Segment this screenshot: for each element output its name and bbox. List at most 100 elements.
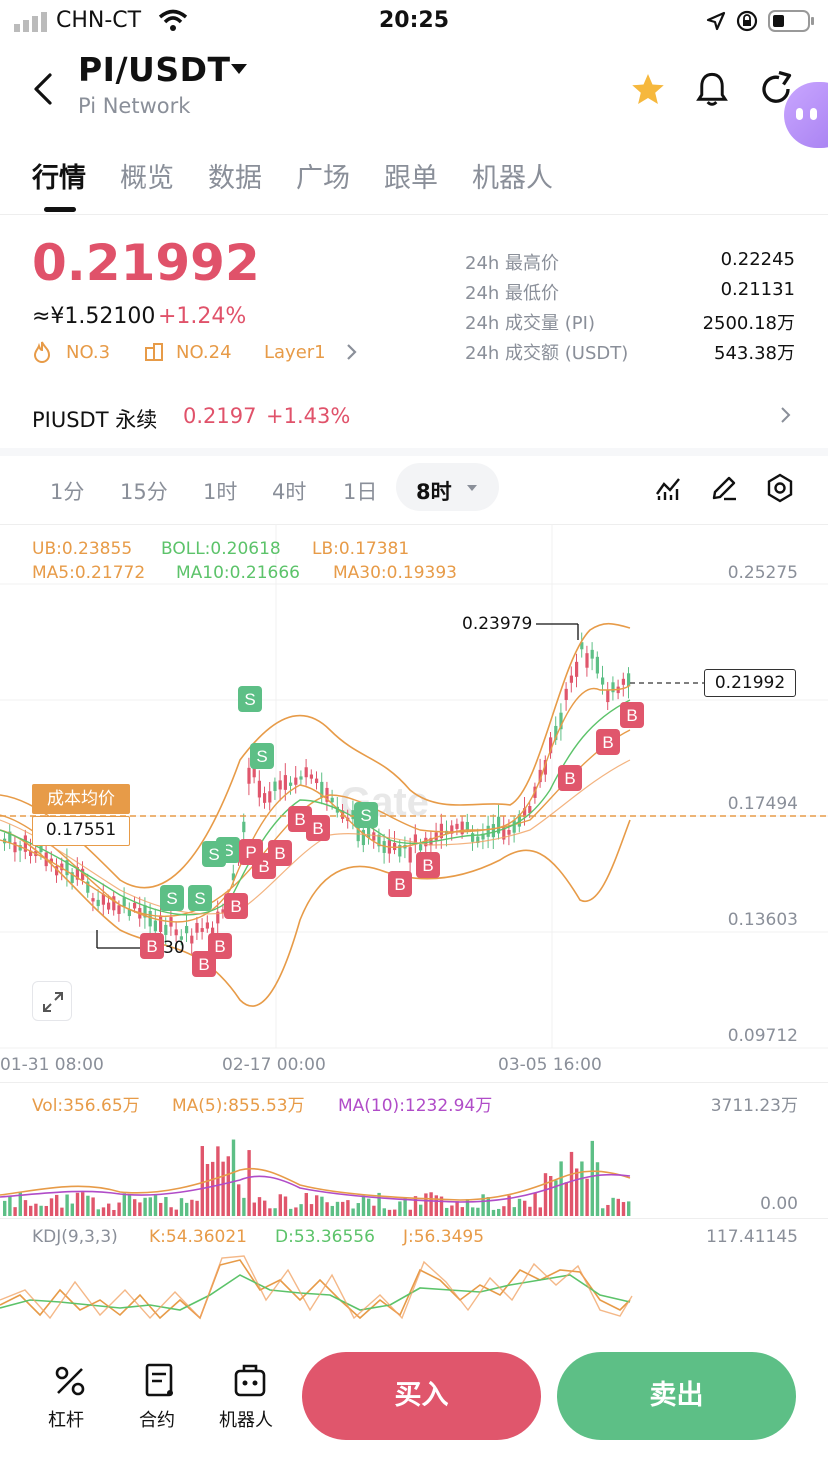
volume-bar — [330, 1205, 334, 1216]
perpetual-row[interactable]: PIUSDT 永续 0.2197 +1.43% — [0, 384, 828, 448]
chevron-right-icon[interactable] — [346, 343, 358, 361]
pair-subtitle: Pi Network — [78, 94, 191, 118]
volume-bar — [403, 1197, 407, 1216]
volume-bar — [195, 1200, 199, 1216]
category-tag[interactable]: Layer1 — [264, 342, 326, 363]
candle-body — [179, 936, 183, 940]
y-tick-1: 0.25275 — [727, 563, 798, 583]
volume-bar — [75, 1192, 80, 1216]
interval-1d[interactable]: 1日 — [343, 480, 378, 504]
volume-bar — [273, 1208, 277, 1216]
candle-body — [627, 673, 631, 687]
contract-nav[interactable] — [130, 1360, 190, 1430]
candle-body — [413, 834, 417, 845]
volume-bar — [543, 1173, 548, 1216]
candle-body — [621, 678, 625, 685]
volume-bar — [335, 1201, 340, 1216]
trade-marker-label: B — [602, 733, 613, 752]
trade-marker-label: B — [294, 810, 305, 829]
candle-body — [512, 820, 516, 833]
volume-bar — [393, 1209, 397, 1216]
bell-icon[interactable] — [694, 70, 730, 108]
volume-bar — [211, 1161, 215, 1216]
candle-body — [112, 896, 116, 911]
cap-rank[interactable]: NO.24 — [176, 342, 232, 363]
candle-body — [460, 821, 464, 835]
volume-bar — [247, 1150, 251, 1216]
volume-bar — [263, 1200, 267, 1216]
chevron-down-icon[interactable] — [230, 62, 248, 76]
status-bar: CHN-CT 20:25 — [0, 0, 828, 44]
low-marker-label: 30 — [163, 938, 185, 958]
candle-body — [382, 841, 386, 853]
draw-tool-icon[interactable] — [710, 474, 738, 502]
interval-1h[interactable]: 1时 — [203, 480, 238, 504]
buy-marker — [620, 702, 644, 728]
volume-bar — [237, 1184, 241, 1216]
interval-4h[interactable]: 4时 — [272, 480, 307, 504]
volume-bar — [434, 1195, 438, 1216]
contract-icon — [145, 1363, 173, 1397]
volume-bar — [60, 1207, 64, 1216]
candle-body — [325, 787, 329, 802]
volume-bar — [486, 1197, 490, 1216]
volume-bar — [528, 1206, 532, 1216]
indicator-icon[interactable] — [654, 474, 682, 502]
volume-bar — [465, 1199, 470, 1216]
buy-marker — [239, 839, 263, 865]
interval-1m[interactable]: 1分 — [50, 480, 85, 504]
buy-marker — [268, 840, 292, 866]
x-tick-2: 02-17 00:00 — [222, 1055, 326, 1075]
trade-marker-label: B — [312, 819, 323, 838]
volume-bar — [476, 1207, 480, 1216]
hot-rank[interactable]: NO.3 — [66, 342, 111, 363]
candle-body — [377, 834, 381, 847]
candle-body — [216, 911, 220, 924]
trade-marker-label: B — [422, 856, 433, 875]
volume-bar — [143, 1197, 147, 1216]
candle-body — [231, 873, 235, 881]
settings-icon[interactable] — [766, 473, 794, 503]
pair-title[interactable]: PI/USDT — [78, 50, 231, 89]
candle-body — [502, 827, 506, 840]
buy-marker — [416, 852, 440, 878]
candle-body — [101, 894, 105, 905]
x-tick-3: 03-05 16:00 — [498, 1055, 602, 1075]
candle-body — [190, 935, 194, 944]
tab-overview[interactable]: 概览 — [120, 163, 174, 194]
interval-15m[interactable]: 15分 — [120, 480, 168, 504]
volume-bar — [601, 1208, 605, 1216]
candle-body — [320, 781, 324, 798]
star-icon[interactable] — [630, 71, 666, 107]
volume-bar — [70, 1203, 74, 1216]
tab-copy-trade[interactable]: 跟单 — [384, 163, 438, 194]
volume-bar — [164, 1197, 168, 1216]
chevron-right-icon — [781, 407, 791, 423]
candle-body — [372, 832, 376, 841]
volume-bar — [39, 1205, 43, 1216]
candle-body — [486, 825, 490, 837]
tab-robot[interactable]: 机器人 — [472, 163, 553, 194]
stat-high-value: 0.22245 — [720, 249, 795, 270]
candle-body — [107, 902, 111, 910]
leverage-nav[interactable] — [40, 1360, 100, 1430]
volume-bar — [117, 1202, 121, 1216]
candle-body — [455, 823, 459, 829]
interval-selected-pill[interactable] — [396, 463, 499, 511]
tab-square[interactable]: 广场 — [296, 163, 350, 194]
expand-chart-button[interactable] — [32, 981, 72, 1021]
high-marker-label: 0.23979 — [462, 614, 533, 634]
share-icon[interactable] — [758, 71, 794, 107]
candle-body — [247, 767, 251, 784]
back-icon[interactable] — [30, 72, 56, 106]
buy-button[interactable]: 买入 — [302, 1352, 541, 1440]
dropdown-caret-icon[interactable] — [466, 483, 478, 493]
sell-button[interactable]: 卖出 — [557, 1352, 796, 1440]
tab-data[interactable]: 数据 — [208, 163, 262, 194]
sell-marker — [238, 686, 262, 712]
tab-market[interactable]: 行情 — [32, 163, 86, 194]
vol-ma10-legend: MA(10):1232.94万 — [338, 1096, 493, 1116]
robot-nav[interactable] — [218, 1360, 282, 1430]
interval-8h[interactable]: 8时 — [416, 480, 452, 504]
